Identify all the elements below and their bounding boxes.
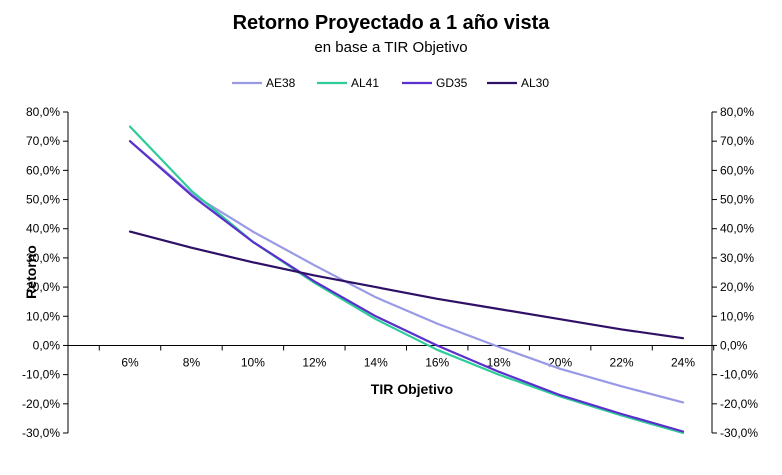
legend-label-al41: AL41 [351, 76, 379, 90]
legend-label-al30: AL30 [521, 76, 549, 90]
y-tick-label-left: 60,0% [26, 163, 60, 177]
series-lines [128, 125, 685, 435]
x-tick-label: 20% [548, 355, 572, 369]
x-tick-label: 16% [425, 355, 449, 369]
legend-label-ae38: AE38 [266, 76, 296, 90]
y-tick-label-left: -30,0% [22, 426, 60, 440]
x-tick-label: 24% [671, 355, 695, 369]
y-tick-label-right: -30,0% [720, 426, 758, 440]
series-line-ae38 [128, 140, 685, 404]
y-tick-label-left: -10,0% [22, 368, 60, 382]
y-tick-label-right: 60,0% [720, 163, 754, 177]
y-tick-label-right: 80,0% [720, 105, 754, 119]
x-tick-label: 10% [241, 355, 265, 369]
x-tick-label: 14% [364, 355, 388, 369]
y-tick-label-right: -10,0% [720, 368, 758, 382]
y-tick-label-left: 20,0% [26, 280, 60, 294]
y-tick-label-right: 50,0% [720, 193, 754, 207]
y-tick-label-left: 70,0% [26, 134, 60, 148]
y-tick-label-right: 30,0% [720, 251, 754, 265]
legend-label-gd35: GD35 [436, 76, 468, 90]
y-tick-label-right: 70,0% [720, 134, 754, 148]
series-line-al41 [128, 125, 685, 435]
x-axis-label: TIR Objetivo [371, 381, 453, 397]
chart-legend: AE38 AL41 GD35 AL30 [232, 76, 549, 90]
chart-title: Retorno Proyectado a 1 año vista [233, 12, 551, 34]
series-line-gd35 [128, 140, 685, 433]
y-axis-label: Retorno [23, 245, 39, 299]
y-tick-label-left: -20,0% [22, 397, 60, 411]
y-tick-label-right: 20,0% [720, 280, 754, 294]
x-tick-label: 6% [121, 355, 139, 369]
y-ticks-left: 80,0% 70,0% 60,0% 50,0% 40,0% 30,0% 20,0% 10,0%… [22, 105, 68, 440]
x-ticks: 6% 8% 10% 12% 14% 16% 18% 20% 22% 24% [98, 345, 715, 369]
y-ticks-right: 80,0% 70,0% 60,0% 50,0% 40,0% 30,0% 20,0% 10,0%… [712, 105, 758, 440]
y-tick-label-right: 10,0% [720, 309, 754, 323]
x-tick-label: 12% [302, 355, 326, 369]
series-line-al30 [128, 230, 685, 340]
y-tick-label-right: 0,0% [720, 338, 748, 352]
y-tick-label-left: 30,0% [26, 251, 60, 265]
x-tick-label: 18% [487, 355, 511, 369]
x-tick-label: 8% [183, 355, 201, 369]
y-tick-label-left: 0,0% [33, 338, 61, 352]
y-tick-label-left: 50,0% [26, 193, 60, 207]
y-tick-label-left: 10,0% [26, 309, 60, 323]
x-tick-label: 22% [610, 355, 634, 369]
y-tick-label-right: -20,0% [720, 397, 758, 411]
y-tick-label-right: 40,0% [720, 222, 754, 236]
chart-subtitle: en base a TIR Objetivo [314, 39, 467, 56]
y-tick-label-left: 80,0% [26, 105, 60, 119]
y-tick-label-left: 40,0% [26, 222, 60, 236]
